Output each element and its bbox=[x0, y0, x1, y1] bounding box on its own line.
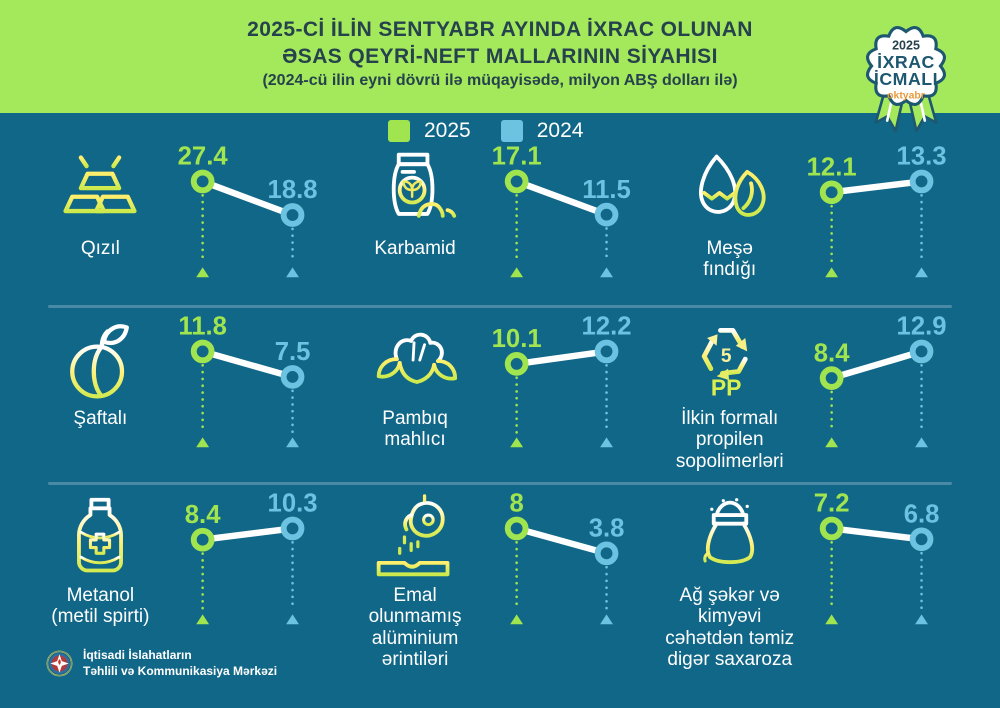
title-line-2: ƏSAS QEYRİ-NEFT MALLARININ SİYAHISI bbox=[282, 44, 718, 68]
badge-month: oktyabr bbox=[887, 90, 925, 101]
panel-hazelnut: Meşə fındığı 12.1 13.3 bbox=[657, 141, 972, 305]
svg-text:17.1: 17.1 bbox=[492, 143, 542, 171]
slope-chart-polypropylene: 8.4 12.9 bbox=[814, 313, 947, 448]
panel-label: İlkin formalı propilen sopolimerləri bbox=[675, 408, 784, 472]
slope-chart-sugar: 7.2 6.8 bbox=[814, 490, 940, 625]
panel-label: Meşə fındığı bbox=[703, 238, 757, 281]
legend-item-2024: 2024 bbox=[500, 119, 584, 143]
slope-chart-aluminium: 83.8 bbox=[505, 490, 625, 625]
panel-label: Emal olunmamış alüminium ərintiləri bbox=[368, 585, 462, 671]
slope-chart-hazelnut: 12.1 13.3 bbox=[807, 143, 947, 278]
pp-recycling-icon: 5 PP bbox=[701, 328, 748, 400]
edition-badge: 2025 İXRAC İCMALI oktyabr bbox=[858, 6, 954, 146]
header-band: 2025-Cİ İLİN SENTYABR AYINDA İXRAC OLUNA… bbox=[0, 0, 1000, 113]
legend-label-2025: 2025 bbox=[424, 119, 471, 142]
sugar-sack-icon bbox=[702, 498, 754, 565]
panel-label: Metanol (metil spirti) bbox=[51, 585, 150, 628]
svg-text:6.8: 6.8 bbox=[904, 501, 940, 529]
slope-chart-gold: 27.4 18.8 bbox=[177, 143, 317, 278]
panel-polypropylene: 5 PP İlkin formalı propilen sopolimerlər… bbox=[657, 311, 972, 482]
org-emblem-icon bbox=[46, 650, 73, 677]
peach-icon bbox=[70, 324, 130, 399]
legend-item-2025: 2025 bbox=[388, 119, 471, 143]
panel-label: Şaftalı bbox=[73, 408, 128, 429]
legend-swatch-2025 bbox=[388, 120, 410, 142]
panel-aluminium: Emal olunmamış alüminium ərintiləri 8 3.8 bbox=[343, 488, 658, 671]
slope-chart-urea: 17.1 11.5 bbox=[492, 143, 632, 278]
org-name: İqtisadi İslahatların Təhlili və Kommuni… bbox=[83, 648, 278, 678]
footer-logo-block: İqtisadi İslahatların Təhlili və Kommuni… bbox=[46, 648, 277, 679]
panel-urea: Karbamid 17.1 11.5 bbox=[343, 141, 658, 305]
slope-chart-methanol: 8.4 10.3 bbox=[185, 490, 317, 625]
row-2: Şaftalı 11.8 7.5 Pambıq mahlıcı bbox=[28, 311, 972, 482]
svg-text:7.5: 7.5 bbox=[274, 338, 310, 366]
badge-year: 2025 bbox=[892, 38, 920, 52]
svg-text:11.5: 11.5 bbox=[583, 176, 632, 204]
page-title: 2025-Cİ İLİN SENTYABR AYINDA İXRAC OLUNA… bbox=[0, 0, 1000, 90]
hazelnut-icon bbox=[698, 154, 766, 217]
svg-text:27.4: 27.4 bbox=[177, 143, 228, 171]
panel-sugar: Ağ şəkər və kimyəvi cəhətdən təmiz digər… bbox=[657, 488, 972, 671]
svg-text:7.2: 7.2 bbox=[814, 490, 850, 518]
badge-seal-icon: 2025 İXRAC İCMALI oktyabr bbox=[866, 26, 946, 106]
svg-text:13.3: 13.3 bbox=[897, 143, 947, 171]
legend: 2025 2024 bbox=[388, 119, 583, 143]
svg-text:8.4: 8.4 bbox=[814, 339, 850, 367]
slope-chart-cotton: 10.1 12.2 bbox=[492, 313, 632, 448]
svg-text:11.8: 11.8 bbox=[178, 313, 227, 341]
svg-text:8: 8 bbox=[510, 490, 524, 518]
svg-text:PP: PP bbox=[711, 374, 742, 400]
svg-text:18.8: 18.8 bbox=[267, 176, 317, 204]
svg-text:12.1: 12.1 bbox=[807, 154, 857, 182]
panel-label: Karbamid bbox=[374, 238, 456, 259]
title-line-1: 2025-Cİ İLİN SENTYABR AYINDA İXRAC OLUNA… bbox=[247, 18, 753, 41]
row-divider-1 bbox=[48, 305, 952, 308]
row-3: Metanol (metil spirti) 8.4 10.3 Emal olun… bbox=[28, 488, 972, 671]
fertilizer-bag-icon bbox=[391, 152, 457, 218]
legend-swatch-2024 bbox=[500, 120, 523, 142]
svg-text:3.8: 3.8 bbox=[589, 515, 625, 543]
panel-gold: Qızıl 27.4 18.8 bbox=[28, 141, 343, 305]
panel-label: Qızıl bbox=[80, 238, 120, 259]
svg-text:10.3: 10.3 bbox=[267, 490, 317, 518]
svg-text:8.4: 8.4 bbox=[185, 501, 221, 529]
panel-peach: Şaftalı 11.8 7.5 bbox=[28, 311, 343, 482]
svg-text:12.2: 12.2 bbox=[582, 313, 632, 341]
cotton-boll-icon bbox=[376, 332, 458, 394]
legend-label-2024: 2024 bbox=[536, 119, 584, 142]
row-divider-2 bbox=[48, 482, 952, 485]
svg-text:12.9: 12.9 bbox=[897, 313, 947, 341]
badge-title-line2: İCMALI bbox=[874, 69, 938, 89]
panel-label: Pambıq mahlıcı bbox=[382, 408, 448, 451]
panel-label: Ağ şəkər və kimyəvi cəhətdən təmiz digər… bbox=[665, 585, 795, 671]
gold-bars-icon bbox=[63, 150, 137, 214]
svg-text:5: 5 bbox=[721, 346, 732, 367]
title-subtitle: (2024-cü ilin eyni dövrü ilə müqayisədə,… bbox=[262, 72, 738, 90]
badge-title-line1: İXRAC bbox=[877, 52, 935, 72]
svg-text:10.1: 10.1 bbox=[492, 325, 542, 353]
slope-chart-peach: 11.8 7.5 bbox=[178, 313, 310, 448]
panel-methanol: Metanol (metil spirti) 8.4 10.3 bbox=[28, 488, 343, 658]
panel-cotton: Pambıq mahlıcı 10.1 12.2 bbox=[343, 311, 658, 482]
aluminium-casting-icon bbox=[376, 494, 450, 577]
methanol-bottle-icon bbox=[77, 497, 124, 573]
row-1: Qızıl 27.4 18.8 Karbamid bbox=[28, 141, 972, 305]
